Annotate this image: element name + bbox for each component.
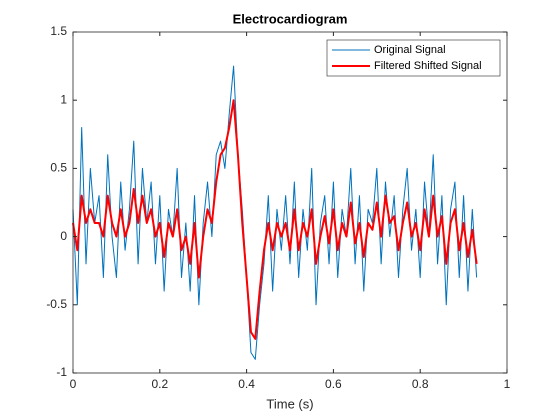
line-series: [72, 99, 478, 340]
x-tick-label: 0.4: [238, 377, 255, 391]
x-tick-label: 0.2: [151, 377, 168, 391]
y-tick-label: 1.5: [50, 24, 67, 38]
x-tick-label: 0.8: [412, 377, 429, 391]
x-tick-label: 0.6: [325, 377, 342, 391]
axes-box: [72, 31, 508, 374]
legend-label: Original Signal: [374, 44, 446, 56]
y-tick-label: 0.5: [50, 161, 67, 175]
x-tick-label: 1: [504, 377, 511, 391]
y-tick-label: -0.5: [46, 297, 67, 311]
y-tick-label: 0: [60, 229, 67, 243]
line-series: [72, 65, 478, 360]
legend-label: Filtered Shifted Signal: [374, 60, 482, 72]
chart-title: Electrocardiogram: [233, 11, 348, 26]
legend-box: [326, 39, 501, 77]
x-tick-label: 0: [70, 377, 77, 391]
y-tick-label: -1: [56, 365, 67, 379]
y-tick-label: 1: [60, 92, 67, 106]
x-axis-label: Time (s): [266, 396, 313, 411]
